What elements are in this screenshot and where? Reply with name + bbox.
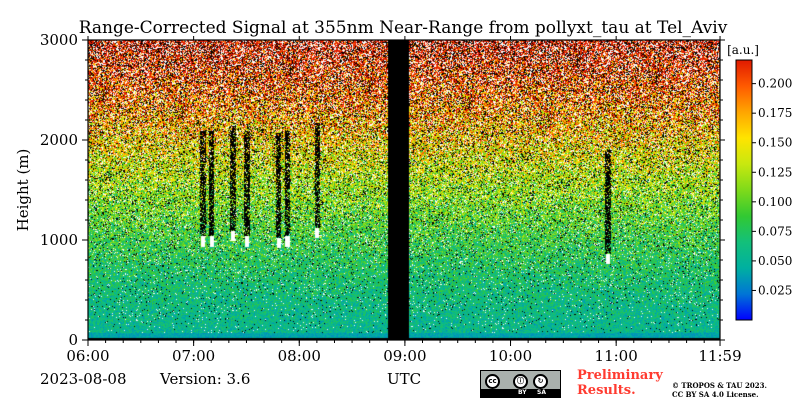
license-text: © TROPOS & TAU 2023. CC BY SA 4.0 Licens…: [672, 381, 767, 399]
y-tick-label: 0: [68, 331, 78, 349]
preliminary-line1: Preliminary: [577, 368, 663, 383]
license-line2: CC BY SA 4.0 License.: [672, 390, 759, 399]
plot-frame: [87, 39, 721, 341]
preliminary-line2: Results.: [577, 383, 636, 398]
by-label: BY: [518, 389, 527, 396]
y-tick-label: 3000: [40, 31, 78, 49]
x-tick-label: 11:59: [698, 347, 741, 365]
cc-icon: cc: [485, 374, 500, 389]
x-tick-label: 09:00: [383, 347, 426, 365]
colorbar-unit-label: [a.u.]: [727, 43, 759, 57]
x-tick-label: 10:00: [489, 347, 532, 365]
colorbar-tick-label: 0.125: [758, 165, 792, 179]
x-axis-label: UTC: [387, 370, 421, 388]
preliminary-results-note: Preliminary Results.: [577, 368, 663, 398]
colorbar: 0.025 0.050 0.075 0.100 0.125 0.150 0.175 0.200: [735, 59, 792, 321]
by-icon: ⓘ: [513, 374, 528, 389]
x-tick-label: 07:00: [172, 347, 215, 365]
colorbar-tick-label: 0.175: [758, 106, 792, 120]
colorbar-tick-label: 0.025: [758, 283, 792, 297]
y-tick-label: 2000: [40, 131, 78, 149]
cc-license-badge[interactable]: cc ⓘ ↻ BY SA: [480, 370, 561, 398]
colorbar-tick-label: 0.075: [758, 224, 792, 238]
x-tick-label: 06:00: [66, 347, 109, 365]
colorbar-tick-label: 0.100: [758, 195, 792, 209]
colorbar-tick-label: 0.200: [758, 77, 792, 91]
x-tick-label: 08:00: [278, 347, 321, 365]
y-tick-label: 1000: [40, 231, 78, 249]
license-line1: © TROPOS & TAU 2023.: [672, 381, 767, 390]
y-axis-label: Height (m): [14, 149, 32, 232]
sa-icon: ↻: [533, 374, 548, 389]
colorbar-tick-label: 0.050: [758, 254, 792, 268]
sa-label: SA: [537, 389, 546, 396]
chart-title: Range-Corrected Signal at 355nm Near-Ran…: [79, 18, 728, 38]
date-label: 2023-08-08: [40, 370, 126, 388]
version-label: Version: 3.6: [159, 370, 250, 388]
axis-ticks: 06:00 07:00 08:00 09:00 10:00 11:00 11:59 0 1000…: [40, 31, 742, 365]
cc-badge-bar: [481, 389, 560, 397]
x-tick-label: 11:00: [595, 347, 638, 365]
plot-area: [87, 39, 721, 341]
colorbar-gradient: [735, 59, 753, 321]
heatmap-image: [88, 40, 720, 340]
colorbar-ticks: 0.025 0.050 0.075 0.100 0.125 0.150 0.175 0.200: [752, 77, 792, 297]
colorbar-tick-label: 0.150: [758, 136, 792, 150]
